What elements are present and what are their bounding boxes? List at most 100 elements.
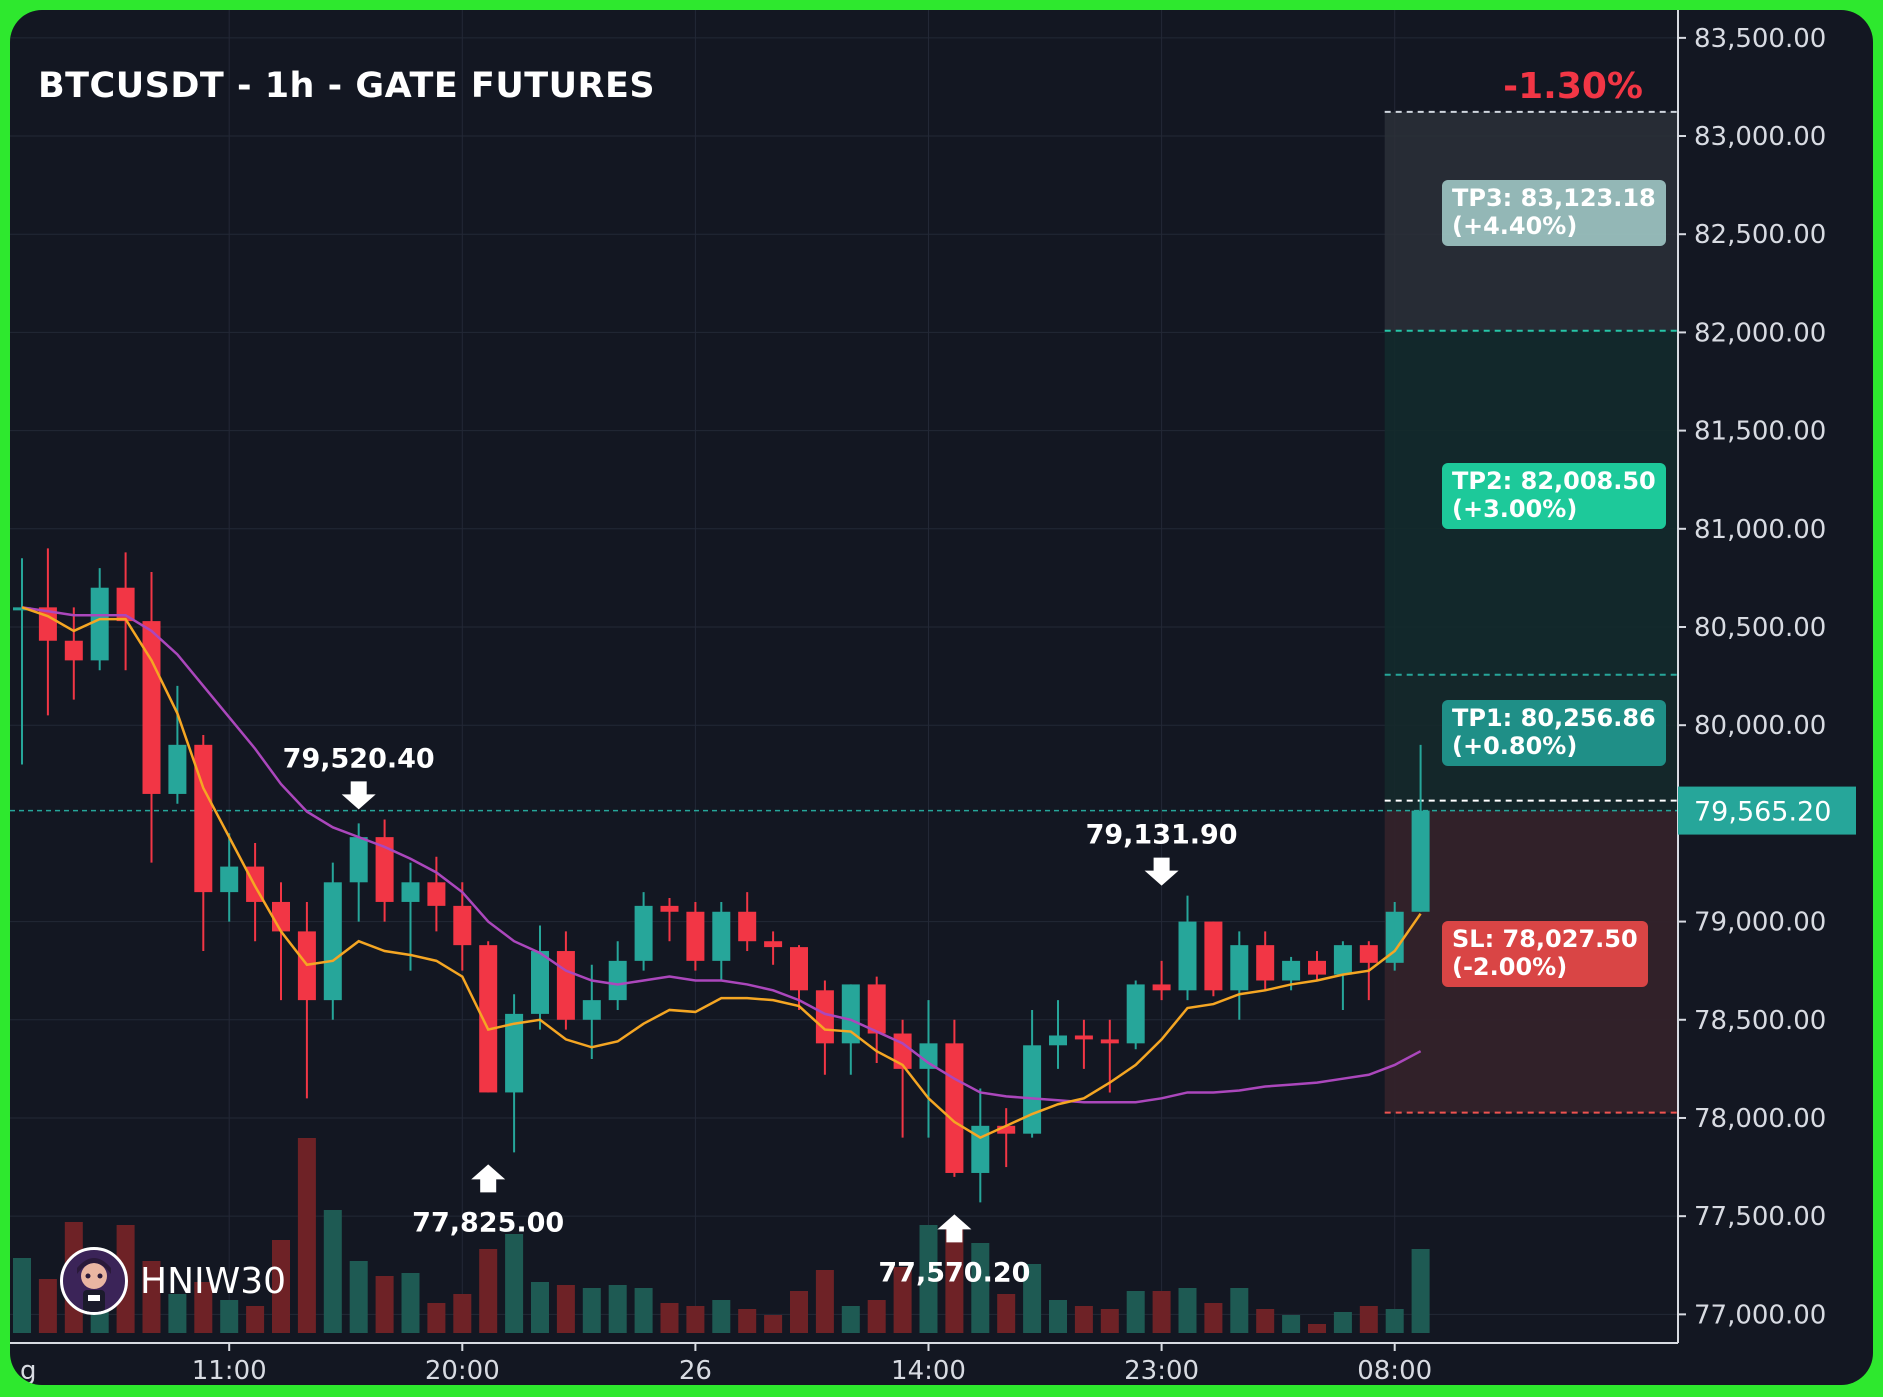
volume-bar [634,1288,653,1333]
candle-body [841,984,860,1044]
volume-bar [1282,1315,1301,1333]
tp2-label: TP2: 82,008.50 [1452,467,1656,495]
axes: 83,500.00 83,000.00 82,500.00 82,000.00 81,5… [10,10,1856,1385]
candle-body [1308,960,1326,975]
candle-body [608,960,627,1001]
current-price-label: 79,565.20 [1694,797,1831,828]
volume-bar [919,1225,938,1333]
avatar-icon [60,1247,128,1315]
candle-body [1074,1035,1093,1040]
current-price-badge [1678,786,1856,835]
target-zones [10,110,1678,1114]
candle-body [1411,810,1430,912]
candle-body [919,1043,938,1069]
candle-body [764,941,783,948]
candle-body [1152,984,1171,991]
candle-body [1230,945,1249,991]
candle-body [349,837,368,883]
y-tick-label: 80,000.00 [1694,711,1826,741]
y-tick-label: 78,000.00 [1694,1104,1826,1134]
y-tick-label: 82,500.00 [1694,220,1826,250]
candle-body [997,1125,1016,1134]
volume-bar [971,1243,990,1333]
candle-body [479,945,498,1093]
candle-body [64,640,83,661]
volume-bar [1204,1303,1223,1333]
y-tick-label: 81,500.00 [1694,417,1826,447]
volume-bar [505,1234,524,1333]
volume-bar [323,1210,342,1333]
volume-bar [1333,1312,1352,1333]
candle-body [194,744,213,893]
tp3-label: TP3: 83,123.18 [1452,184,1656,212]
candle-body [1385,911,1404,963]
volume-bar [660,1303,679,1333]
candle-body [1256,945,1275,981]
arrow-up-icon [937,1214,972,1243]
volume-bar [168,1294,187,1333]
volume-bar [349,1261,368,1333]
y-tick-label: 78,500.00 [1694,1006,1826,1036]
volume-bar [375,1276,394,1333]
volume-bar [841,1306,860,1333]
ema-fast-line [21,606,1422,1140]
brand-name: HNIW30 [140,1260,287,1302]
x-tick-label: 14:00 [891,1356,966,1385]
annotation-label: 77,570.20 [878,1257,1030,1288]
candle-body [375,837,394,902]
volume-bar [220,1300,239,1333]
candle-body [90,587,109,661]
x-tick-label: 23:00 [1124,1356,1199,1385]
volume-bar [1100,1309,1119,1333]
candle-body [1023,1045,1042,1134]
price-annotations: 79,520.40 77,825.00 77,570.20 79,131.90 [283,743,1238,1288]
y-tick-label: 77,000.00 [1694,1300,1826,1330]
volume-bar [1178,1288,1197,1333]
y-tick-label: 83,000.00 [1694,122,1826,152]
volume-bar [1256,1309,1275,1333]
x-tick-label: 11:00 [192,1356,267,1385]
volume-bar [893,1267,912,1333]
brand: HNIW30 [60,1247,286,1315]
volume-bar [272,1240,290,1333]
candle-body [13,607,31,611]
y-tick-label: 81,000.00 [1694,515,1826,545]
volume-bar [582,1288,601,1333]
volume-bar [686,1306,705,1333]
volume-bar [867,1300,886,1333]
volume-bar [479,1249,498,1333]
candle-body [272,901,290,932]
chart-frame: 79,520.40 77,825.00 77,570.20 79,131.90 83,… [10,10,1873,1385]
arrow-down-icon [341,781,376,810]
candle-body [738,911,757,942]
candle-body [323,882,342,1001]
volume-bar [246,1306,265,1333]
volume-bar [945,1222,964,1333]
change-percent: -1.30% [1503,66,1643,107]
volume-bar [712,1300,731,1333]
volume-bar [297,1138,316,1333]
volume-bar [997,1294,1016,1333]
annotation-label: 79,131.90 [1086,820,1238,851]
chart-title: BTCUSDT - 1h - GATE FUTURES [38,66,656,106]
candle-body [867,984,886,1034]
candle-body [168,744,187,794]
volume-bars [13,1138,1430,1333]
candle-body [634,905,653,961]
candle-body [427,882,446,906]
volume-bar [764,1315,783,1333]
arrow-down-icon [1144,857,1179,886]
y-tick-label: 80,500.00 [1694,613,1826,643]
volume-bar [38,1279,57,1333]
tp3-pct: (+4.40%) [1452,212,1578,240]
candle-body [582,1000,601,1020]
tp2-tag: TP2: 82,008.50 (+3.00%) [1442,463,1666,529]
volume-bar [427,1303,446,1333]
candle-body [815,990,834,1044]
sl-label: SL: 78,027.50 [1452,925,1638,953]
volume-bar [815,1270,834,1333]
ema-slow-line [21,606,1422,1104]
candle-body [712,911,731,961]
sl-pct: (-2.00%) [1452,953,1568,981]
volume-bar [142,1261,161,1333]
